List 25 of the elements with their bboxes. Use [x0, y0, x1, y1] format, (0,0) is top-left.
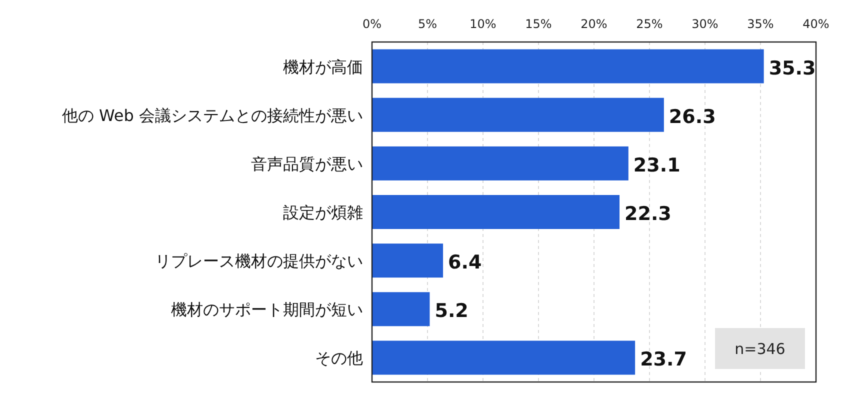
x-tick-label: 40% — [802, 17, 830, 31]
x-tick-label: 0% — [362, 17, 382, 31]
data-label: 23.1 — [633, 154, 680, 176]
data-label: 22.3 — [624, 203, 672, 225]
data-label: 6.4 — [448, 252, 482, 274]
x-tick-label: 5% — [418, 17, 438, 31]
x-tick-label: 25% — [636, 17, 663, 31]
y-tick-label: 音声品質が悪い — [251, 154, 363, 174]
data-label: 35.3 — [768, 57, 816, 80]
y-tick-label: リプレース機材の提供がない — [155, 252, 363, 271]
x-tick-label: 15% — [525, 17, 552, 31]
y-tick-label: 設定が煩雑 — [283, 203, 363, 222]
x-tick-label: 10% — [470, 17, 496, 31]
data-label: 5.2 — [434, 300, 468, 322]
x-tick-label: 35% — [747, 17, 774, 31]
x-tick-label: 20% — [580, 17, 608, 31]
y-tick-label: 機材が高価 — [283, 57, 363, 76]
annotation: n=346 — [734, 340, 786, 358]
data-label: 26.3 — [668, 106, 716, 128]
x-tick-label: 30% — [692, 17, 718, 31]
y-tick-label: その他 — [315, 348, 363, 368]
y-tick-label: 機材のサポート期間が短い — [171, 300, 363, 320]
note: n=346 — [715, 328, 805, 369]
data-label: 23.7 — [640, 348, 687, 371]
y-tick-label: 他の Web 会議システムとの接続性が悪い — [62, 106, 363, 125]
